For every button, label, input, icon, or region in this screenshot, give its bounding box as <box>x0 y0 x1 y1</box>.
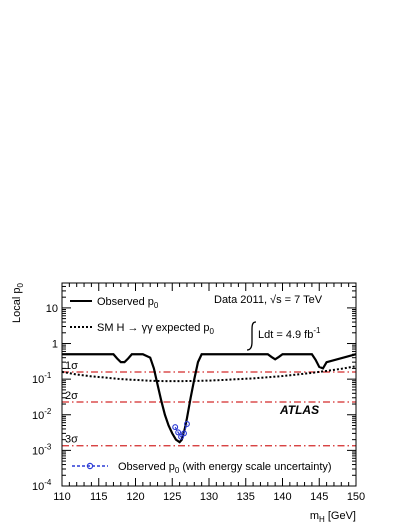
x-tick-label: 115 <box>90 491 108 503</box>
data-label: Data 2011, √s = 7 TeV <box>214 294 323 306</box>
x-axis-title: mH [GeV] <box>310 510 356 524</box>
x-tick-label: 130 <box>200 491 218 503</box>
chart-legend: Observed p0 SM H → γγ expected p0 Observ… <box>70 296 332 475</box>
sigma-label-1: 1σ <box>65 360 78 372</box>
integral-sign-icon <box>246 321 257 351</box>
luminosity-label: Ldt = 4.9 fb-1 <box>258 326 321 341</box>
chart-annotations: Data 2011, √s = 7 TeV Ldt = 4.9 fb-1 ATL… <box>214 294 323 417</box>
series-dotted-line <box>61 365 357 383</box>
escale-point <box>181 430 187 437</box>
y-axis-title: Local p0 <box>11 282 25 322</box>
x-tick-label: 150 <box>347 491 365 503</box>
series-solid-line <box>62 353 357 444</box>
atlas-label: ATLAS <box>279 403 319 417</box>
x-tick-label: 125 <box>163 491 181 503</box>
x-tick-label: 140 <box>273 491 291 503</box>
x-tick-label: 135 <box>237 491 255 503</box>
series-dashed-markers-line <box>174 423 188 438</box>
y-tick-label: 10-2 <box>32 407 52 422</box>
escale-point <box>184 421 190 427</box>
sigma-label-2: 2σ <box>65 390 78 402</box>
escale-point <box>175 429 182 436</box>
sigma-lines: 1σ 2σ 3σ <box>62 360 356 447</box>
plot-frame <box>61 282 357 487</box>
y-tick-label: 10 <box>46 303 58 315</box>
x-tick-label: 145 <box>310 491 328 503</box>
legend-expected-label: SM H → γγ expected p0 <box>97 322 215 336</box>
x-tick-label: 110 <box>53 491 71 503</box>
y-tick-label: 1 <box>52 339 58 351</box>
escale-point <box>178 433 185 440</box>
legend-escale-label: Observed p0 (with energy scale uncertain… <box>118 461 332 475</box>
chart-axes: 110 115 120 125 130 135 140 145 15010-410-310-21… <box>11 282 365 524</box>
legend-observed-label: Observed p0 <box>97 296 159 310</box>
y-tick-label: 10-4 <box>32 478 52 493</box>
legend-escale-marker <box>86 462 94 470</box>
sigma-label-3: 3σ <box>65 434 78 446</box>
x-tick-label: 120 <box>126 491 144 503</box>
escale-point <box>172 424 179 431</box>
y-tick-label: 10-1 <box>32 371 52 386</box>
y-tick-label: 10-3 <box>32 442 52 457</box>
chart-series <box>61 353 357 444</box>
